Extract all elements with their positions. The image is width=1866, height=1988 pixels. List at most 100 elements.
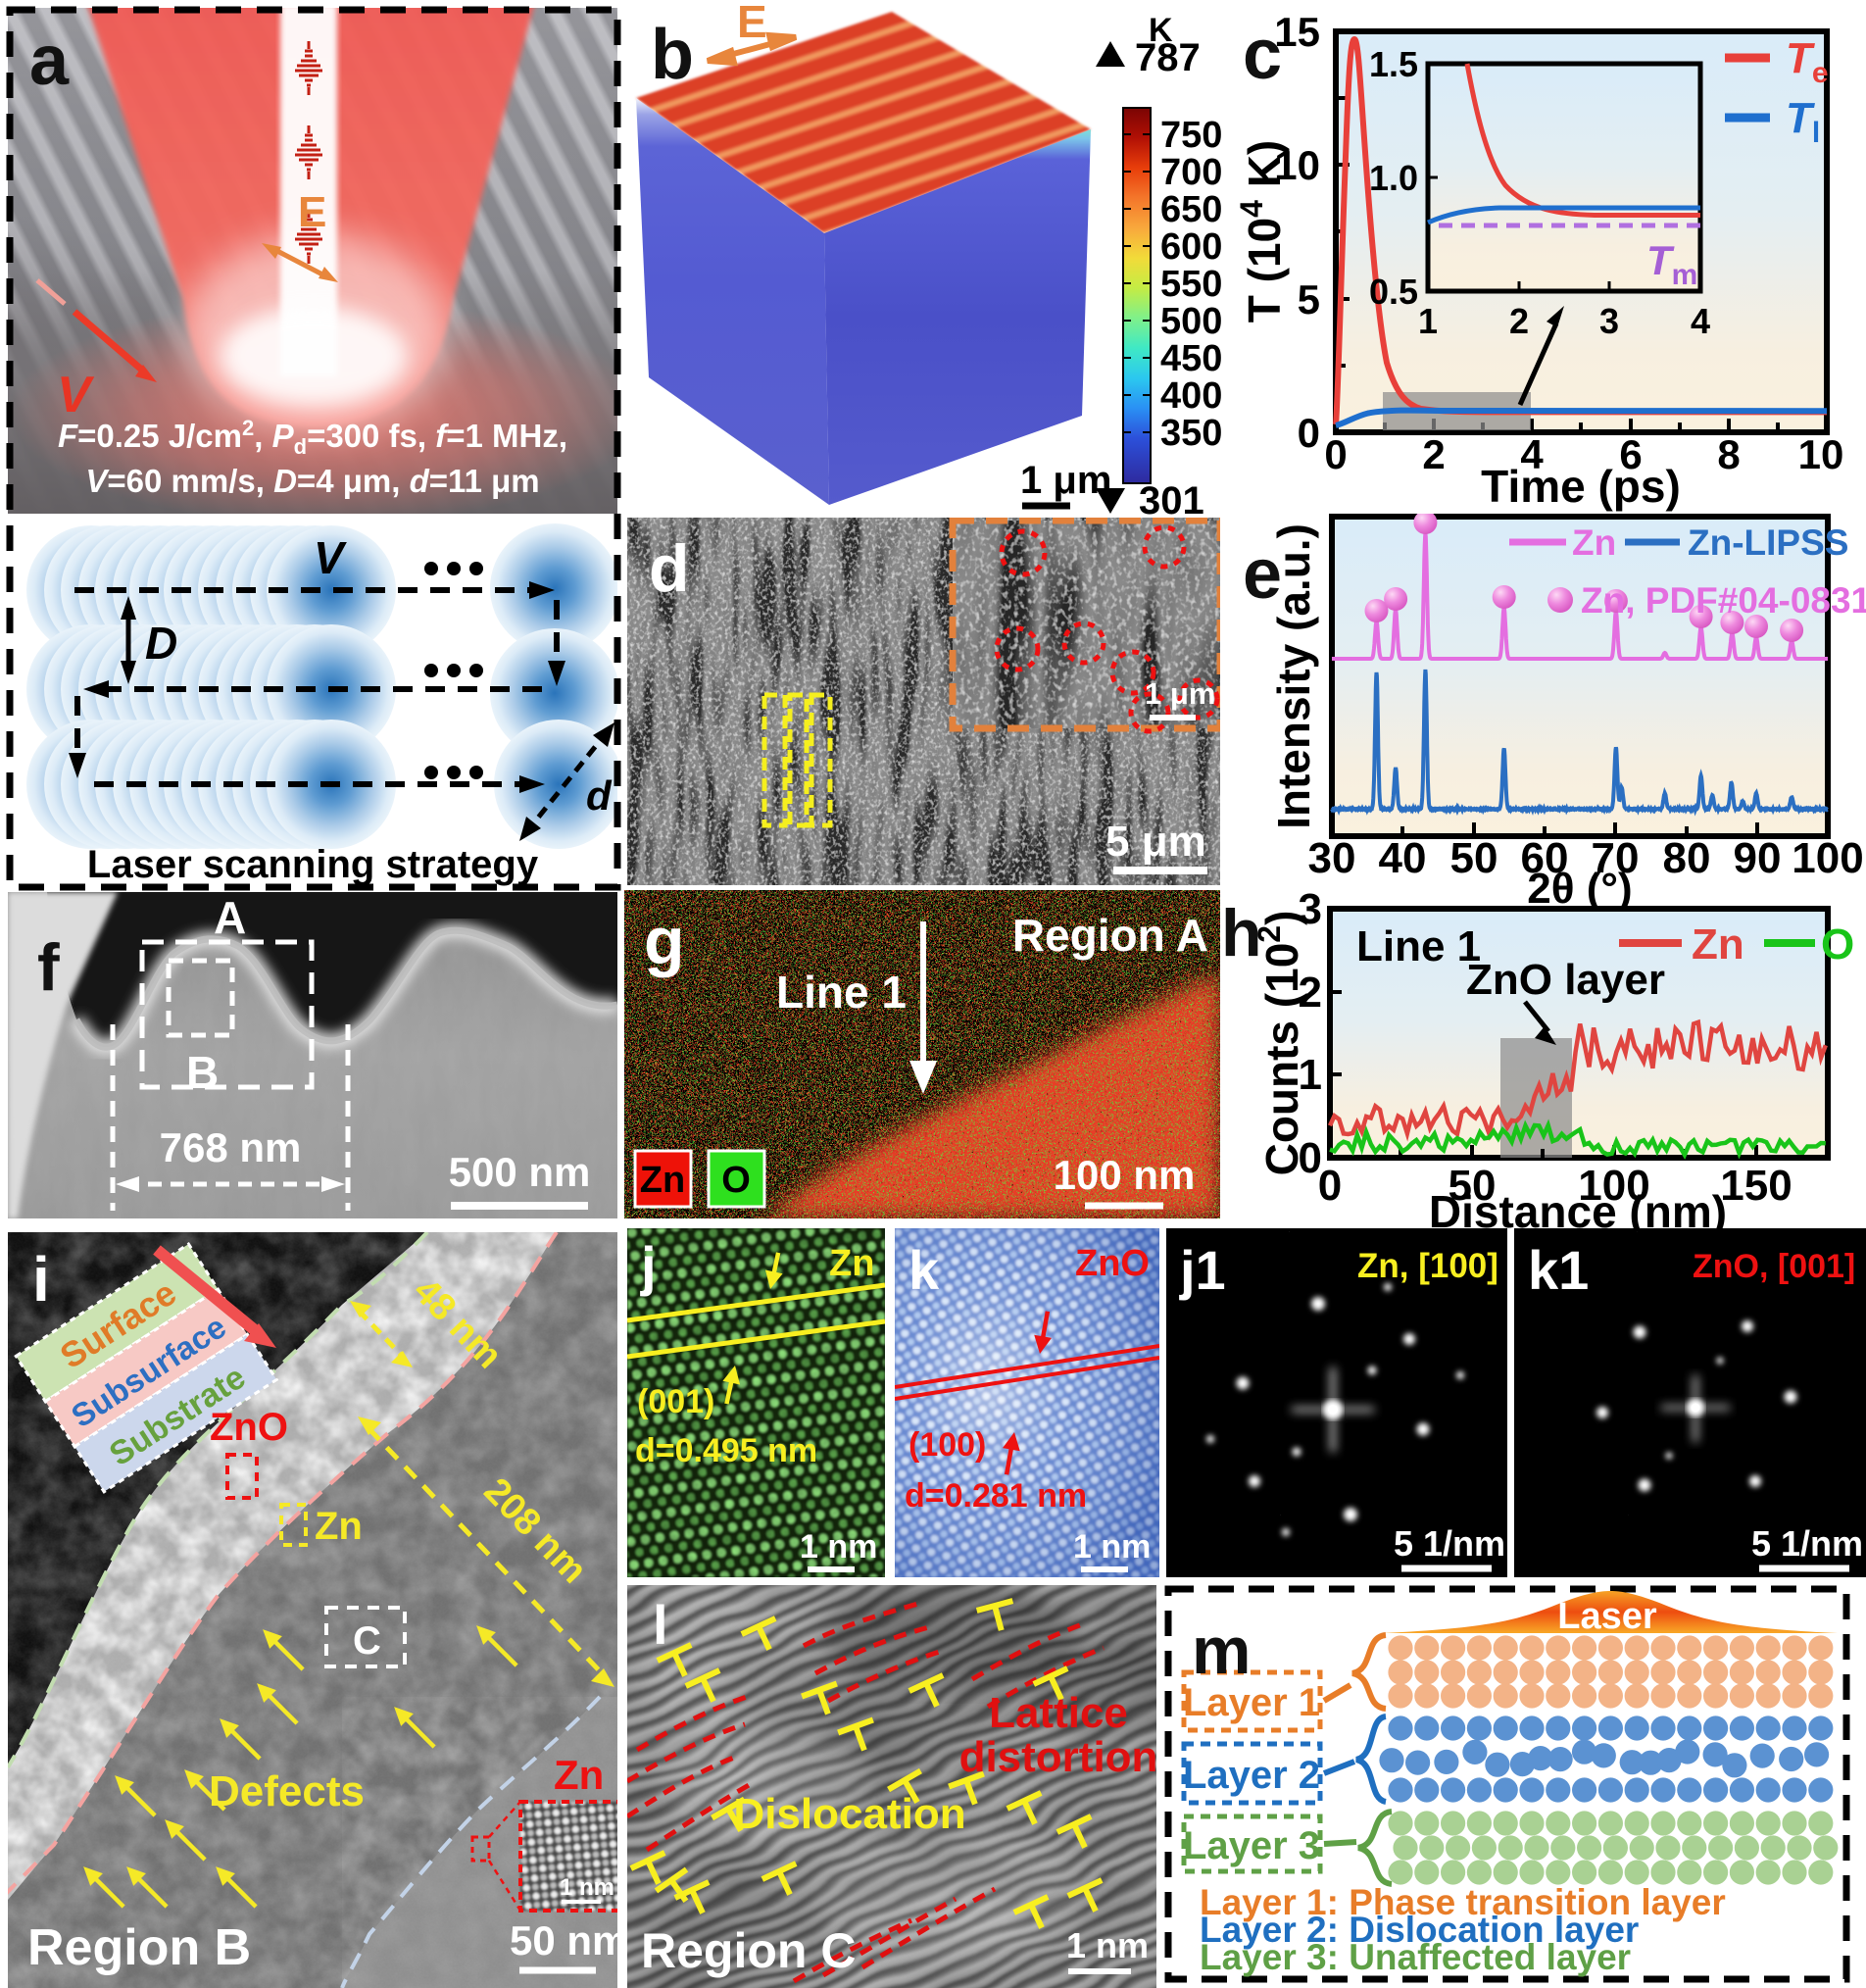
svg-text:5 1/nm: 5 1/nm [1394, 1523, 1505, 1564]
svg-text:6: 6 [1619, 431, 1642, 477]
svg-text:K: K [1149, 12, 1173, 49]
svg-text:750: 750 [1160, 115, 1222, 156]
svg-text:0.5: 0.5 [1369, 272, 1418, 312]
svg-text:15: 15 [1274, 9, 1320, 55]
svg-text:(100): (100) [908, 1426, 986, 1464]
svg-text:1.5: 1.5 [1369, 44, 1418, 84]
svg-text:1 nm: 1 nm [800, 1528, 877, 1566]
svg-text:3: 3 [1599, 301, 1619, 341]
svg-text:Zn: Zn [829, 1243, 874, 1284]
svg-text:80: 80 [1663, 834, 1711, 882]
svg-text:5 μm: 5 μm [1105, 818, 1206, 866]
svg-text:j1: j1 [1179, 1239, 1226, 1301]
svg-text:Region A: Region A [1012, 910, 1208, 961]
svg-text:V: V [314, 532, 347, 583]
svg-text:d=0.495 nm: d=0.495 nm [635, 1432, 817, 1469]
svg-text:ZnO layer: ZnO layer [1466, 956, 1665, 1004]
svg-text:2θ (°): 2θ (°) [1527, 865, 1632, 913]
svg-text:a: a [29, 22, 70, 100]
svg-text:D: D [145, 618, 177, 669]
svg-text:F=0.25 J/cm2, Pd=300 fs, f=1 M: F=0.25 J/cm2, Pd=300 fs, f=1 MHz, [58, 416, 567, 460]
svg-text:Zn: Zn [640, 1160, 685, 1201]
svg-text:ZnO: ZnO [210, 1406, 288, 1449]
svg-text:4: 4 [1520, 431, 1544, 477]
svg-text:Counts (102): Counts (102) [1252, 911, 1307, 1176]
svg-text:Zn: Zn [1692, 920, 1744, 969]
svg-text:787: 787 [1135, 36, 1201, 79]
svg-text:l: l [653, 1594, 668, 1656]
svg-text:Intensity (a.u.): Intensity (a.u.) [1268, 523, 1319, 829]
svg-text:1: 1 [1418, 301, 1438, 341]
svg-text:Dislocation: Dislocation [733, 1790, 965, 1838]
svg-text:Layer 3: Unaffected layer: Layer 3: Unaffected layer [1200, 1937, 1631, 1977]
svg-text:d=0.281 nm: d=0.281 nm [905, 1477, 1087, 1515]
svg-text:B: B [186, 1047, 219, 1098]
svg-text:e: e [1243, 535, 1282, 614]
svg-text:i: i [32, 1244, 50, 1315]
svg-text:b: b [651, 16, 694, 94]
svg-text:Zn, PDF#04-0831: Zn, PDF#04-0831 [1581, 580, 1866, 621]
svg-text:1 nm: 1 nm [1073, 1528, 1151, 1566]
svg-text:g: g [644, 904, 685, 978]
svg-text:10: 10 [1798, 431, 1844, 477]
svg-text:70: 70 [1592, 834, 1640, 882]
svg-text:f: f [37, 930, 60, 1005]
svg-text:c: c [1243, 16, 1282, 94]
svg-text:150: 150 [1720, 1162, 1792, 1210]
svg-text:450: 450 [1160, 338, 1222, 379]
svg-text:30: 30 [1308, 834, 1356, 882]
svg-text:2: 2 [1509, 301, 1529, 341]
svg-text:O: O [721, 1160, 751, 1201]
svg-text:0: 0 [1299, 1134, 1322, 1182]
svg-text:2: 2 [1422, 431, 1445, 477]
svg-text:k1: k1 [1528, 1239, 1589, 1301]
svg-text:100 nm: 100 nm [1054, 1152, 1196, 1198]
svg-text:1 nm: 1 nm [1066, 1925, 1149, 1965]
svg-text:Zn-LIPSS: Zn-LIPSS [1688, 522, 1848, 563]
svg-text:T (104 K): T (104 K) [1234, 140, 1290, 323]
svg-text:Layer 3: Layer 3 [1183, 1824, 1320, 1867]
svg-text:10: 10 [1274, 142, 1320, 188]
svg-text:E: E [298, 188, 326, 236]
svg-text:ZnO, [001]: ZnO, [001] [1693, 1248, 1855, 1285]
svg-text:Zn: Zn [1572, 522, 1616, 563]
svg-text:50: 50 [1449, 1162, 1497, 1210]
svg-text:500 nm: 500 nm [449, 1149, 591, 1195]
svg-text:400: 400 [1160, 375, 1222, 417]
svg-text:500: 500 [1160, 301, 1222, 342]
svg-text:Zn: Zn [554, 1752, 604, 1798]
svg-text:650: 650 [1160, 189, 1222, 230]
svg-text:600: 600 [1160, 226, 1222, 268]
svg-text:V=60 mm/s, D=4 μm, d=11 μm: V=60 mm/s, D=4 μm, d=11 μm [85, 463, 539, 499]
svg-text:550: 550 [1160, 264, 1222, 305]
svg-text:Region B: Region B [27, 1919, 251, 1976]
svg-text:O: O [1821, 920, 1854, 969]
svg-text:Layer 2: Layer 2 [1183, 1754, 1320, 1797]
svg-text:A: A [214, 892, 246, 943]
svg-text:distortion: distortion [959, 1733, 1156, 1781]
svg-text:40: 40 [1379, 834, 1427, 882]
svg-text:Line 1: Line 1 [776, 967, 907, 1018]
svg-text:1 μm: 1 μm [1020, 459, 1111, 502]
svg-text:E: E [737, 0, 767, 47]
svg-text:Laser scanning strategy: Laser scanning strategy [87, 843, 539, 886]
svg-text:(001): (001) [637, 1383, 714, 1420]
svg-text:Zn, [100]: Zn, [100] [1357, 1247, 1498, 1285]
svg-text:d: d [649, 531, 690, 606]
svg-text:d: d [586, 772, 613, 819]
svg-text:350: 350 [1160, 413, 1222, 454]
svg-text:8: 8 [1717, 431, 1740, 477]
svg-text:100: 100 [1792, 834, 1863, 882]
svg-text:0: 0 [1324, 431, 1347, 477]
svg-text:j: j [640, 1235, 657, 1297]
svg-text:5 1/nm: 5 1/nm [1751, 1523, 1863, 1564]
svg-text:5: 5 [1298, 276, 1320, 323]
svg-text:Layer 1: Phase transition laye: Layer 1: Phase transition layer [1200, 1882, 1726, 1922]
svg-text:100: 100 [1578, 1162, 1649, 1210]
svg-text:3: 3 [1299, 885, 1322, 933]
svg-text:Region C: Region C [641, 1923, 856, 1978]
svg-text:1.0: 1.0 [1369, 158, 1418, 198]
svg-text:0: 0 [1298, 410, 1320, 456]
svg-text:Defects: Defects [209, 1767, 365, 1815]
svg-text:k: k [908, 1239, 940, 1301]
